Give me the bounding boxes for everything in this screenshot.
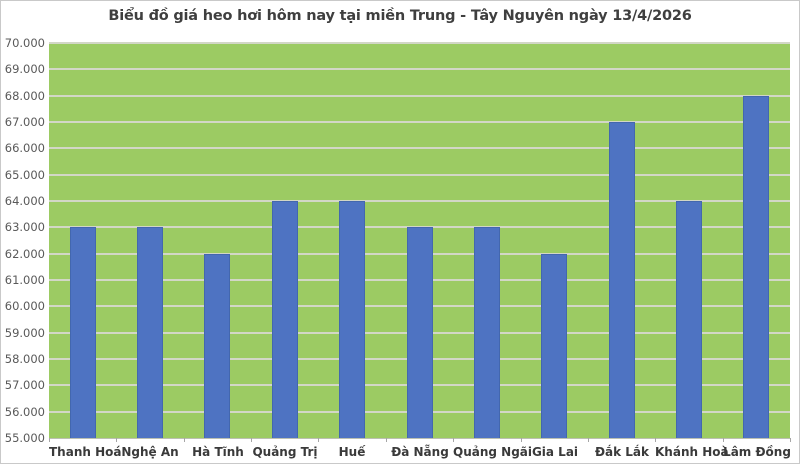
gridline: [49, 95, 790, 97]
y-tick-label: 56.000: [4, 405, 45, 419]
x-axis-tick-mark: [116, 438, 117, 442]
bar: [474, 227, 500, 438]
y-tick-label: 61.000: [4, 273, 45, 287]
y-tick-label: 57.000: [4, 378, 45, 392]
x-tick-label: Huế: [338, 445, 366, 459]
bar: [676, 201, 702, 438]
chart-title: Biểu đồ giá heo hơi hôm nay tại miền Tru…: [108, 8, 692, 24]
x-tick-label: Lâm Đồng: [723, 445, 791, 459]
y-tick-label: 67.000: [4, 115, 45, 129]
x-axis-tick-mark: [521, 438, 522, 442]
y-tick-label: 59.000: [4, 326, 45, 340]
y-tick-label: 58.000: [4, 352, 45, 366]
x-tick-label: Quảng Trị: [252, 445, 318, 459]
bar: [70, 227, 96, 438]
y-tick-label: 65.000: [4, 168, 45, 182]
plot-area: [49, 42, 790, 439]
bar: [407, 227, 433, 438]
x-tick-label: Hà Tĩnh: [192, 445, 244, 459]
y-tick-label: 60.000: [4, 299, 45, 313]
bar: [137, 227, 163, 438]
y-tick-label: 66.000: [4, 141, 45, 155]
x-axis-tick-mark: [49, 438, 50, 442]
x-tick-label: Thanh Hoá: [49, 445, 122, 459]
x-axis-line: [49, 438, 790, 439]
y-tick-label: 70.000: [4, 36, 45, 50]
bar: [609, 122, 635, 438]
x-tick-label: Nghệ An: [121, 445, 179, 459]
gridline: [49, 147, 790, 149]
gridline: [49, 42, 790, 44]
x-axis-tick-mark: [318, 438, 319, 442]
x-tick-label: Đắk Lắk: [594, 445, 650, 459]
x-axis-tick-mark: [655, 438, 656, 442]
bar: [204, 254, 230, 438]
y-tick-label: 64.000: [4, 194, 45, 208]
y-tick-label: 69.000: [4, 62, 45, 76]
x-tick-label: Đà Nẵng: [391, 445, 449, 459]
bar: [541, 254, 567, 438]
x-axis-tick-mark: [790, 438, 791, 442]
x-tick-label: Quảng Ngãi: [453, 445, 532, 459]
x-axis-tick-mark: [386, 438, 387, 442]
x-tick-label: Gia Lai: [531, 445, 579, 459]
bar: [743, 96, 769, 438]
gridline: [49, 68, 790, 70]
bar: [272, 201, 298, 438]
gridline: [49, 200, 790, 202]
y-tick-label: 63.000: [4, 220, 45, 234]
x-axis-tick-mark: [184, 438, 185, 442]
x-axis-tick-mark: [453, 438, 454, 442]
x-axis-tick-mark: [251, 438, 252, 442]
x-axis-tick-mark: [588, 438, 589, 442]
y-tick-label: 68.000: [4, 89, 45, 103]
gridline: [49, 121, 790, 123]
x-tick-label: Khánh Hoà: [655, 445, 729, 459]
y-tick-label: 62.000: [4, 247, 45, 261]
x-axis-tick-mark: [723, 438, 724, 442]
y-tick-label: 55.000: [4, 431, 45, 445]
bar: [339, 201, 365, 438]
gridline: [49, 174, 790, 176]
